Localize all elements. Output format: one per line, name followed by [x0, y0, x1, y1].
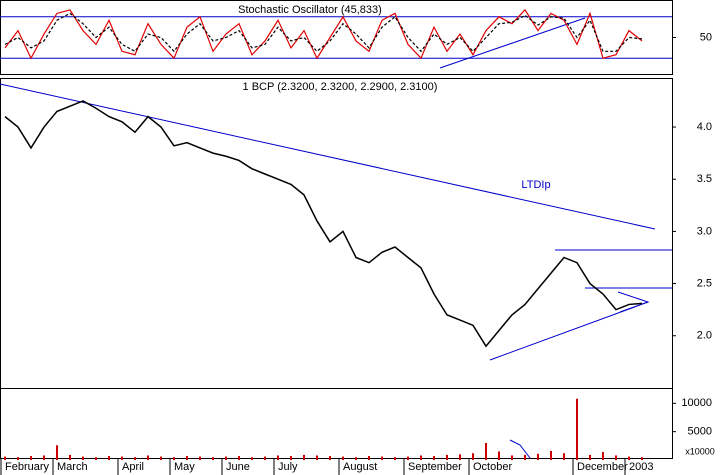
volume-bar: [316, 455, 318, 460]
volume-bar: [342, 456, 344, 460]
volume-bar: [251, 457, 253, 460]
annotation: LTDIp: [521, 179, 550, 191]
stoch-line: [4, 12, 643, 53]
volume-bar: [4, 456, 6, 460]
volume-bar: [446, 454, 448, 460]
triangle: [509, 439, 531, 459]
volume-bar: [264, 456, 266, 460]
x-tick-label: December: [577, 461, 628, 473]
volume-bar: [615, 455, 617, 460]
volume-bar: [511, 455, 513, 460]
volume-bar: [160, 456, 162, 460]
volume-panel: [0, 388, 673, 459]
volume-unit: x10000: [685, 446, 715, 456]
y-tick-label: 50: [700, 31, 712, 43]
volume-bar: [550, 450, 552, 460]
volume-bar: [225, 456, 227, 460]
volume-bar: [212, 457, 214, 460]
y-tick-label: 10000: [681, 397, 712, 409]
x-tick-label: 2003: [629, 461, 653, 473]
volume-bar: [589, 454, 591, 460]
price-title: 1 BCP (2.3200, 2.3200, 2.2900, 2.3100): [243, 81, 438, 93]
y-tick-label: 3.5: [697, 173, 712, 185]
volume-bar: [459, 454, 461, 460]
volume-bar: [537, 453, 539, 460]
volume-bar: [134, 457, 136, 460]
trendlines: [0, 17, 672, 459]
x-tick-label: October: [473, 461, 512, 473]
volume-bar: [56, 445, 58, 460]
volume-bar: [186, 456, 188, 460]
volume-bar: [329, 456, 331, 460]
volume-bar: [472, 453, 474, 460]
volume-bar: [381, 456, 383, 460]
x-tick-label: July: [278, 461, 298, 473]
stoch-title: Stochastic Oscillator (45,833): [238, 4, 382, 16]
volume-bar: [576, 398, 578, 460]
volume-bar: [420, 455, 422, 460]
price-line: [4, 100, 643, 348]
y-tick-label: 2.0: [697, 330, 712, 342]
volume-bar: [238, 456, 240, 460]
volume-bar: [95, 457, 97, 460]
x-tick-label: April: [122, 461, 144, 473]
volume-bar: [628, 456, 630, 460]
volume-bar: [17, 457, 19, 460]
volume-bar: [277, 455, 279, 460]
volume-bar: [69, 454, 71, 460]
x-tick-label: September: [408, 461, 462, 473]
volume-bar: [121, 456, 123, 460]
volume-bar: [290, 456, 292, 460]
volume-bar: [368, 456, 370, 460]
volume-bar: [173, 457, 175, 460]
volume-bar: [199, 456, 201, 460]
volume-bar: [82, 456, 84, 460]
x-tick-label: March: [57, 461, 88, 473]
x-tick-label: August: [343, 461, 377, 473]
trendline: [439, 17, 586, 69]
volume-bar: [108, 456, 110, 460]
y-tick-label: 4.0: [697, 121, 712, 133]
x-tick-label: June: [226, 461, 250, 473]
triangle: [617, 291, 650, 313]
volume-bar: [407, 456, 409, 460]
volume-bar: [485, 443, 487, 460]
volume-bar: [433, 456, 435, 460]
volume-bar: [43, 455, 45, 460]
trendline: [0, 83, 656, 230]
volume-bar: [30, 456, 32, 460]
volume-bar: [355, 457, 357, 460]
volume-bar: [303, 454, 305, 460]
volume-bar: [394, 457, 396, 460]
volume-bar: [524, 454, 526, 460]
stoch-line: [4, 8, 643, 60]
y-tick-label: 5000: [688, 426, 712, 438]
volume-bar: [147, 455, 149, 460]
volume-bar: [602, 452, 604, 460]
x-tick-label: February: [5, 461, 50, 473]
y-tick-label: 3.0: [697, 225, 712, 237]
volume-bar: [563, 453, 565, 460]
y-tick-label: 2.5: [697, 277, 712, 289]
x-tick-label: May: [174, 461, 195, 473]
volume-bar: [498, 451, 500, 460]
volume-bar: [641, 457, 643, 460]
